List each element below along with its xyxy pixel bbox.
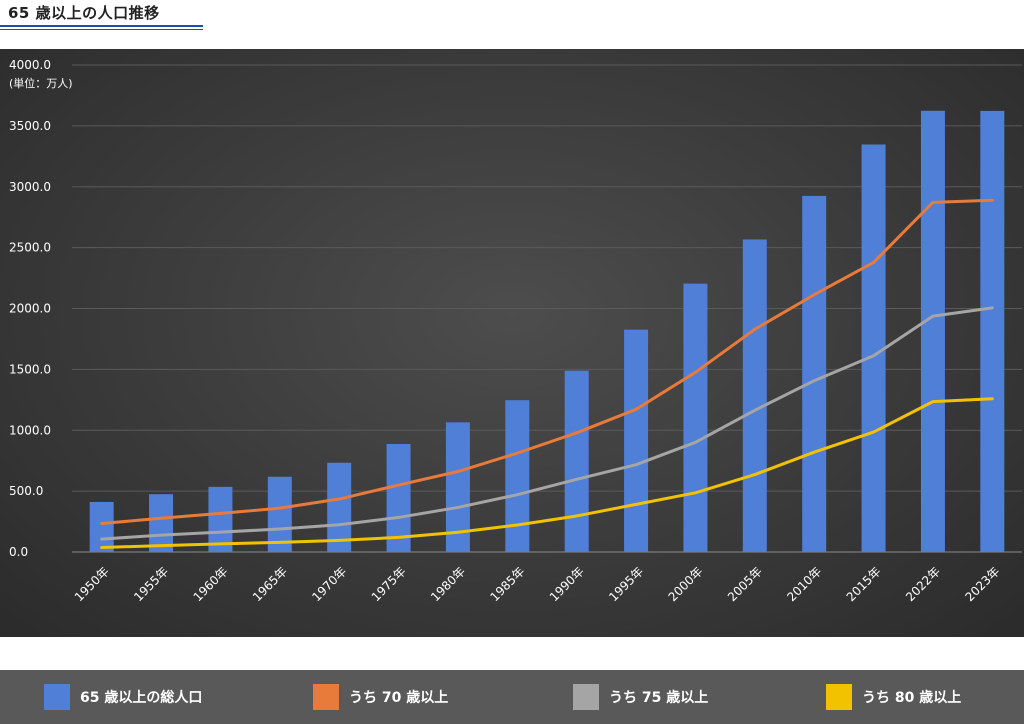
bar [861,144,886,552]
title-underline-thin [0,29,203,30]
bar [267,476,292,552]
y-tick-label: 2500.0 [9,241,51,255]
x-tick-label: 1950年 [72,564,112,604]
line-layer [100,198,994,549]
bar [208,486,233,552]
legend: 65 歳以上の総人口 うち 70 歳以上 うち 75 歳以上 うち 80 歳以上 [0,670,1024,724]
bar [564,370,589,552]
y-tick-label: 3000.0 [9,180,51,194]
legend-swatch-total [44,684,70,710]
legend-item-80: うち 80 歳以上 [826,684,961,710]
legend-label-80: うち 80 歳以上 [862,690,962,706]
chart-panel: 0.0 500.0 1000.0 1500.0 2000.0 2500.0 3000.0 35… [0,49,1024,637]
x-tick-label: 2005年 [725,564,765,604]
bar [802,195,827,552]
series-line [100,198,994,526]
x-tick-label: 2010年 [784,564,824,604]
x-tick-label: 1990年 [547,564,587,604]
legend-label-total: 65 歳以上の総人口 [80,690,203,706]
legend-swatch-80 [826,684,852,710]
legend-label-70: うち 70 歳以上 [349,690,449,706]
legend-swatch-70 [313,684,339,710]
x-tick-label: 1975年 [369,564,409,604]
y-tick-label: 500.0 [9,484,43,498]
y-tick-label: 3500.0 [9,119,51,133]
bar [742,239,767,552]
bar [386,444,411,552]
y-tick-label: 1500.0 [9,362,51,376]
y-tick-label: 4000.0 [9,58,51,72]
bar [327,462,352,552]
page-title: 65 歳以上の人口推移 [8,4,160,22]
x-tick-label: 2023年 [962,564,1002,604]
legend-item-75: うち 75 歳以上 [573,684,708,710]
x-tick-label: 2022年 [903,564,943,604]
x-tick-label: 1995年 [606,564,646,604]
x-tick-label: 1960年 [191,564,231,604]
bar [980,110,1005,552]
series-line [100,306,994,541]
y-tick-label: 2000.0 [9,302,51,316]
bar [624,329,649,552]
legend-swatch-75 [573,684,599,710]
x-axis-ticks: 1950年 1955年 1960年 1965年 1970年 1975年 1980年 1985年… [72,564,1003,604]
x-tick-label: 2015年 [844,564,884,604]
title-underline [0,25,203,27]
legend-label-75: うち 75 歳以上 [609,690,709,706]
y-axis-unit-label: (単位：万人) [9,76,73,90]
x-tick-label: 2000年 [666,564,706,604]
legend-item-total: 65 歳以上の総人口 [44,684,202,710]
x-tick-label: 1965年 [250,564,290,604]
bar [149,494,174,552]
bar [89,501,114,552]
x-tick-label: 1985年 [487,564,527,604]
bar [505,400,530,552]
series-line [100,397,994,549]
y-tick-label: 0.0 [9,545,28,559]
y-tick-label: 1000.0 [9,423,51,437]
chart-svg: 0.0 500.0 1000.0 1500.0 2000.0 2500.0 3000.0 35… [9,58,1022,604]
y-axis-ticks: 0.0 500.0 1000.0 1500.0 2000.0 2500.0 3000.0 35… [9,58,51,559]
bar [920,110,945,552]
x-tick-label: 1955年 [131,564,171,604]
legend-item-70: うち 70 歳以上 [313,684,448,710]
x-tick-label: 1970年 [309,564,349,604]
x-tick-label: 1980年 [428,564,468,604]
bar-layer [89,110,1005,552]
bar [683,283,708,552]
